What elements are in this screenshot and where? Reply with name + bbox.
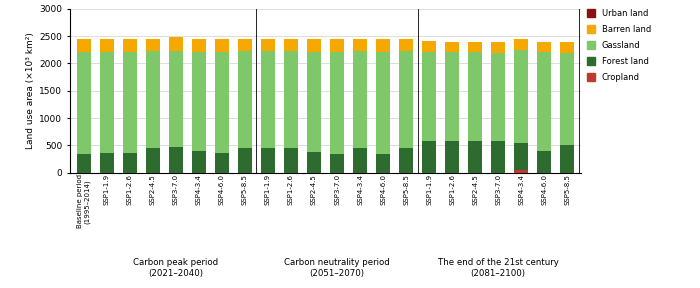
Bar: [215, 39, 229, 52]
Bar: [422, 41, 436, 52]
Bar: [330, 39, 344, 52]
Bar: [491, 53, 505, 141]
Bar: [261, 39, 275, 51]
Bar: [376, 154, 390, 173]
Text: Carbon neutrality period
(2051–2070): Carbon neutrality period (2051–2070): [284, 258, 390, 278]
Bar: [399, 51, 413, 148]
Bar: [330, 154, 344, 173]
Bar: [169, 51, 183, 147]
Bar: [100, 39, 113, 52]
Bar: [238, 39, 252, 51]
Bar: [491, 42, 505, 53]
Bar: [399, 148, 413, 173]
Bar: [123, 39, 136, 52]
Legend: Urban land, Barren land, Gassland, Forest land, Cropland: Urban land, Barren land, Gassland, Fores…: [584, 5, 654, 85]
Bar: [100, 52, 113, 153]
Bar: [376, 52, 390, 154]
Bar: [307, 152, 321, 173]
Bar: [514, 50, 528, 143]
Bar: [123, 52, 136, 153]
Bar: [353, 148, 367, 173]
Bar: [491, 141, 505, 173]
Bar: [146, 51, 160, 148]
Bar: [77, 154, 91, 173]
Bar: [445, 42, 459, 52]
Bar: [468, 52, 482, 141]
Bar: [123, 153, 136, 173]
Bar: [445, 141, 459, 173]
Bar: [445, 52, 459, 141]
Bar: [77, 52, 91, 154]
Bar: [538, 42, 551, 52]
Bar: [215, 153, 229, 173]
Bar: [422, 52, 436, 141]
Bar: [192, 151, 206, 173]
Bar: [353, 51, 367, 148]
Bar: [399, 39, 413, 51]
Bar: [560, 53, 574, 145]
Bar: [422, 141, 436, 173]
Bar: [169, 37, 183, 51]
Bar: [353, 39, 367, 51]
Bar: [538, 151, 551, 173]
Bar: [77, 39, 91, 52]
Bar: [192, 52, 206, 151]
Bar: [215, 52, 229, 153]
Bar: [307, 39, 321, 52]
Bar: [284, 39, 298, 51]
Bar: [261, 148, 275, 173]
Bar: [468, 42, 482, 52]
Bar: [146, 39, 160, 51]
Bar: [238, 51, 252, 148]
Bar: [538, 52, 551, 151]
Bar: [514, 170, 528, 173]
Bar: [468, 141, 482, 173]
Bar: [284, 51, 298, 148]
Bar: [146, 148, 160, 173]
Y-axis label: Land use area (×10³ km²): Land use area (×10³ km²): [26, 32, 35, 149]
Text: Carbon peak period
(2021–2040): Carbon peak period (2021–2040): [133, 258, 218, 278]
Bar: [238, 148, 252, 173]
Bar: [192, 39, 206, 52]
Bar: [560, 42, 574, 53]
Bar: [376, 39, 390, 52]
Text: The end of the 21st century
(2081–2100): The end of the 21st century (2081–2100): [438, 258, 559, 278]
Bar: [307, 52, 321, 152]
Bar: [100, 153, 113, 173]
Bar: [261, 51, 275, 148]
Bar: [514, 143, 528, 170]
Bar: [560, 145, 574, 173]
Bar: [330, 52, 344, 154]
Bar: [284, 148, 298, 173]
Bar: [514, 39, 528, 50]
Bar: [169, 147, 183, 173]
